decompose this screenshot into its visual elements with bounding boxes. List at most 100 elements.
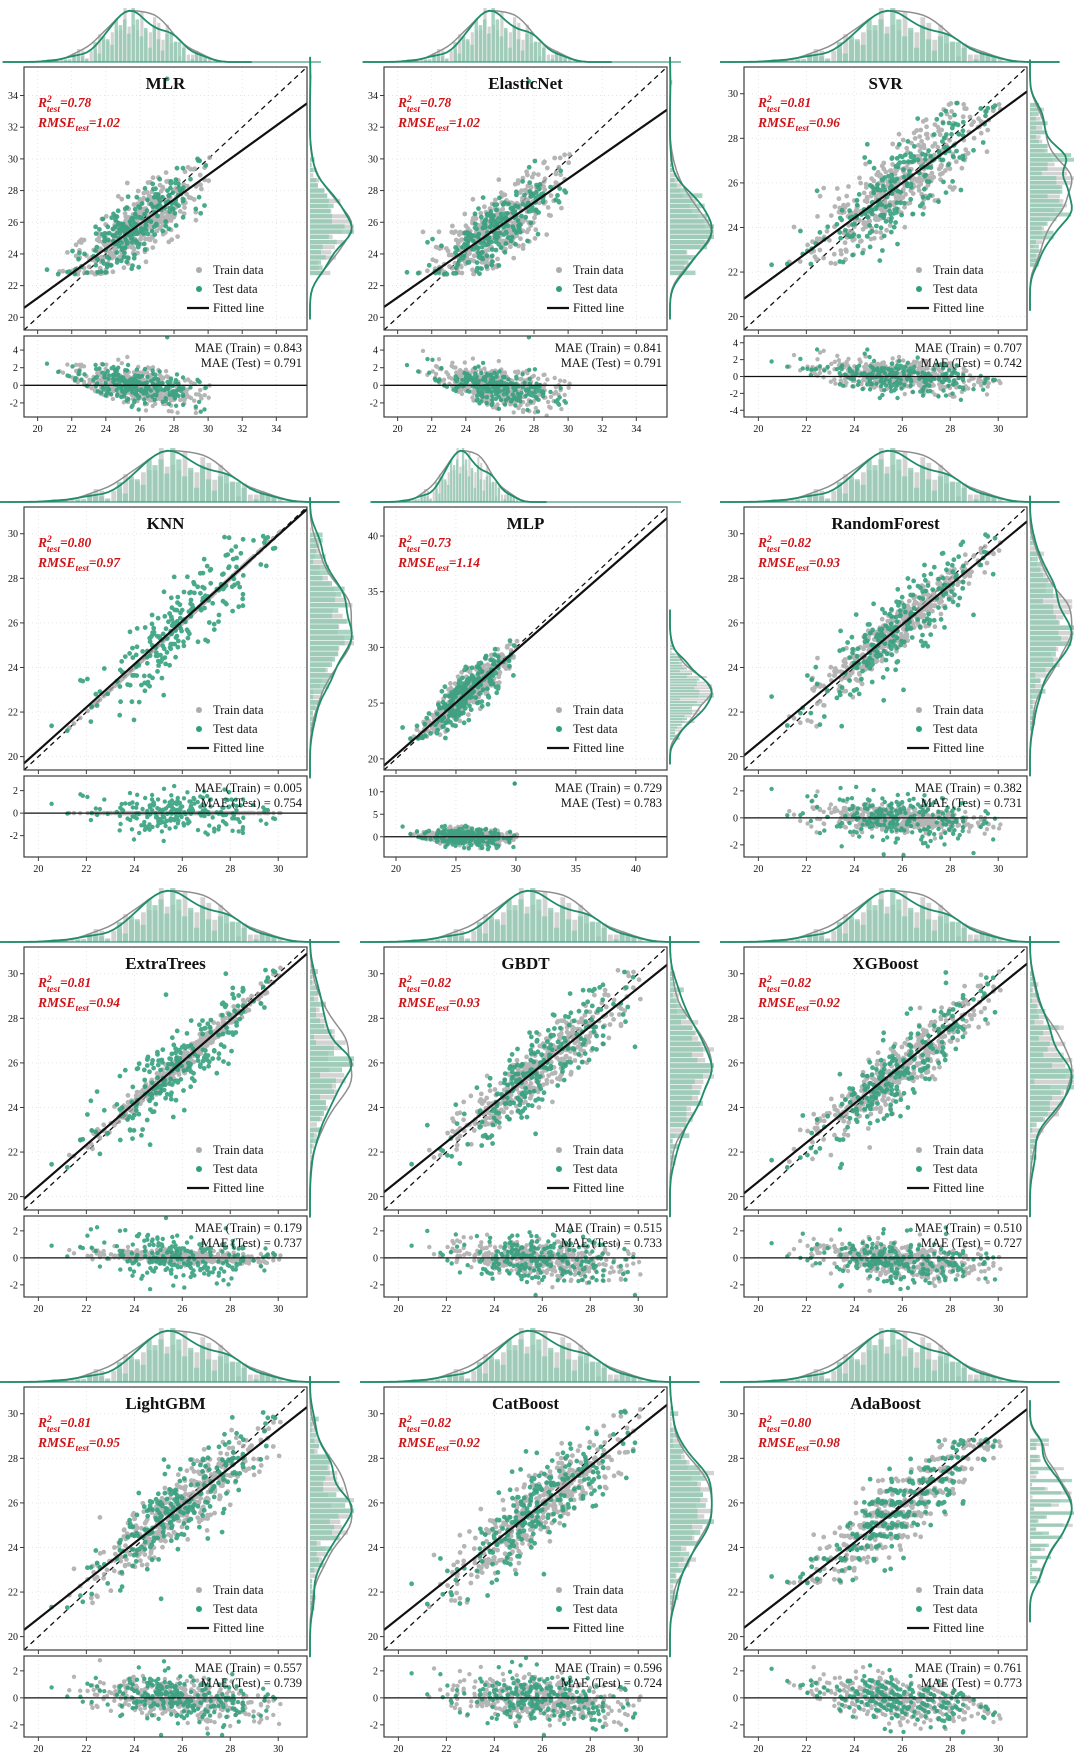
y-tick-label: 28 [728,574,738,585]
residual-y-tick-label: -2 [370,1280,378,1291]
test-kde-curve-right [1029,59,1073,311]
test-kde-curve-right [669,56,713,320]
legend-fit-label: Fitted line [933,1621,984,1635]
x-tick-label: 28 [585,1304,595,1315]
mae-test-text: MAE (Test) = 0.731 [921,796,1022,810]
y-tick-label: 24 [8,249,18,260]
x-tick-label: 32 [237,424,247,435]
y-tick-label: 20 [368,1192,378,1203]
legend-train-marker [556,1587,562,1593]
fitted-line [24,952,307,1200]
test-scatter [404,78,569,277]
y-tick-label: 34 [8,91,18,102]
right-histogram [309,56,354,320]
test-kde-curve [720,889,1060,943]
y-tick-label: 22 [8,1148,18,1159]
y-tick-label: 24 [728,663,738,674]
rmse-annotation: RMSEtest=1.02 [37,115,120,134]
rmse-annotation: RMSEtest=0.98 [757,1435,840,1454]
legend: Train data Test data Fitted line [187,1583,264,1635]
legend-test-marker [916,726,922,732]
x-tick-label: 30 [633,1744,643,1755]
x-tick-label: 24 [849,1304,859,1315]
main-panel-border [383,1386,668,1651]
residual-y-tick-label: 0 [13,809,18,820]
residual-y-tick-label: 0 [373,1253,378,1264]
panel-cell-SVR: 20 22 24 26 28 30 SVR R2 test=0.81 RMSEtest=0.96 T… [720,0,1080,440]
residual-y-tick-label: 0 [373,1693,378,1704]
r2-annotation: R2 test=0.82 [397,1415,452,1435]
x-tick-label: 24 [129,1304,139,1315]
test-residuals [769,347,998,402]
legend-test-label: Test data [933,722,978,736]
test-hist-bars-right [1030,530,1074,731]
main-panel-border [743,506,1028,771]
residual-y-tick-label: 2 [373,1226,378,1237]
mae-test-text: MAE (Test) = 0.733 [561,1236,662,1250]
y-tick-label: 26 [368,1498,378,1509]
legend-test-label: Test data [213,1602,258,1616]
test-kde-curve-right [309,56,353,320]
residual-y-tick-label: -2 [10,398,18,409]
test-hist-bars-right [310,74,354,276]
panel-title: LightGBM [125,1394,205,1413]
panel-title: KNN [147,514,186,533]
legend-fit-label: Fitted line [573,1181,624,1195]
test-scatter [49,1410,278,1610]
test-kde-curve [371,449,547,503]
rmse-annotation: RMSEtest=0.95 [37,1435,120,1454]
test-hist-bars-right [1030,971,1074,1171]
legend-train-label: Train data [933,263,984,277]
residual-y-tick-label: 2 [733,355,738,366]
residual-y-tick-label: 2 [13,1666,18,1677]
legend: Train data Test data Fitted line [907,1143,984,1195]
right-histogram [669,609,714,765]
y-tick-label: 24 [8,1103,18,1114]
x-tick-label: 22 [801,864,811,875]
test-hist-bars [402,448,515,502]
mae-test-text: MAE (Test) = 0.773 [921,1676,1022,1690]
main-scatter: 20 22 24 26 28 30 LightGBM R2 test=0.81RMSEtest=… [8,1386,308,1654]
x-tick-label: 35 [571,864,581,875]
y-tick-label: 20 [728,1632,738,1643]
residual-y-tick-label: 4 [13,346,18,357]
x-tick-label: 20 [393,1744,403,1755]
legend-train-marker [916,1147,922,1153]
test-hist-bars-right [310,969,354,1171]
residual-y-tick-label: 0 [13,1253,18,1264]
mae-train-text: MAE (Train) = 0.729 [555,781,662,795]
panel-title: SVR [868,74,903,93]
test-residuals [49,1216,278,1292]
train-kde-curve [360,889,700,943]
legend-train-label: Train data [933,703,984,717]
x-tick-label: 20 [33,864,43,875]
residual-panel-border [383,1655,668,1738]
x-tick-label: 24 [489,1744,499,1755]
mae-train-text: MAE (Train) = 0.843 [195,341,302,355]
legend-train-marker [556,1147,562,1153]
test-scatter [409,1409,638,1607]
residual-y-tick-label: 2 [373,1666,378,1677]
y-tick-label: 26 [8,1498,18,1509]
right-histogram [309,938,354,1218]
y-tick-label: 40 [368,531,378,542]
test-kde-curve [360,1329,700,1383]
r2-annotation: R2 test=0.82 [757,975,812,995]
x-tick-label: 24 [489,1304,499,1315]
y-tick-label: 20 [368,1632,378,1643]
y-tick-label: 22 [368,1148,378,1159]
legend-train-marker [916,707,922,713]
y-tick-label: 30 [8,154,18,165]
main-panel-border [383,506,668,771]
axis-ticks [380,535,637,774]
x-tick-label: 24 [461,424,471,435]
x-tick-label: 26 [495,424,505,435]
legend-test-label: Test data [573,282,618,296]
y-tick-label: 28 [8,186,18,197]
residual-y-tick-label: -2 [10,1720,18,1731]
legend-fit-label: Fitted line [933,301,984,315]
legend-test-marker [196,1166,202,1172]
x-tick-label: 26 [897,1744,907,1755]
